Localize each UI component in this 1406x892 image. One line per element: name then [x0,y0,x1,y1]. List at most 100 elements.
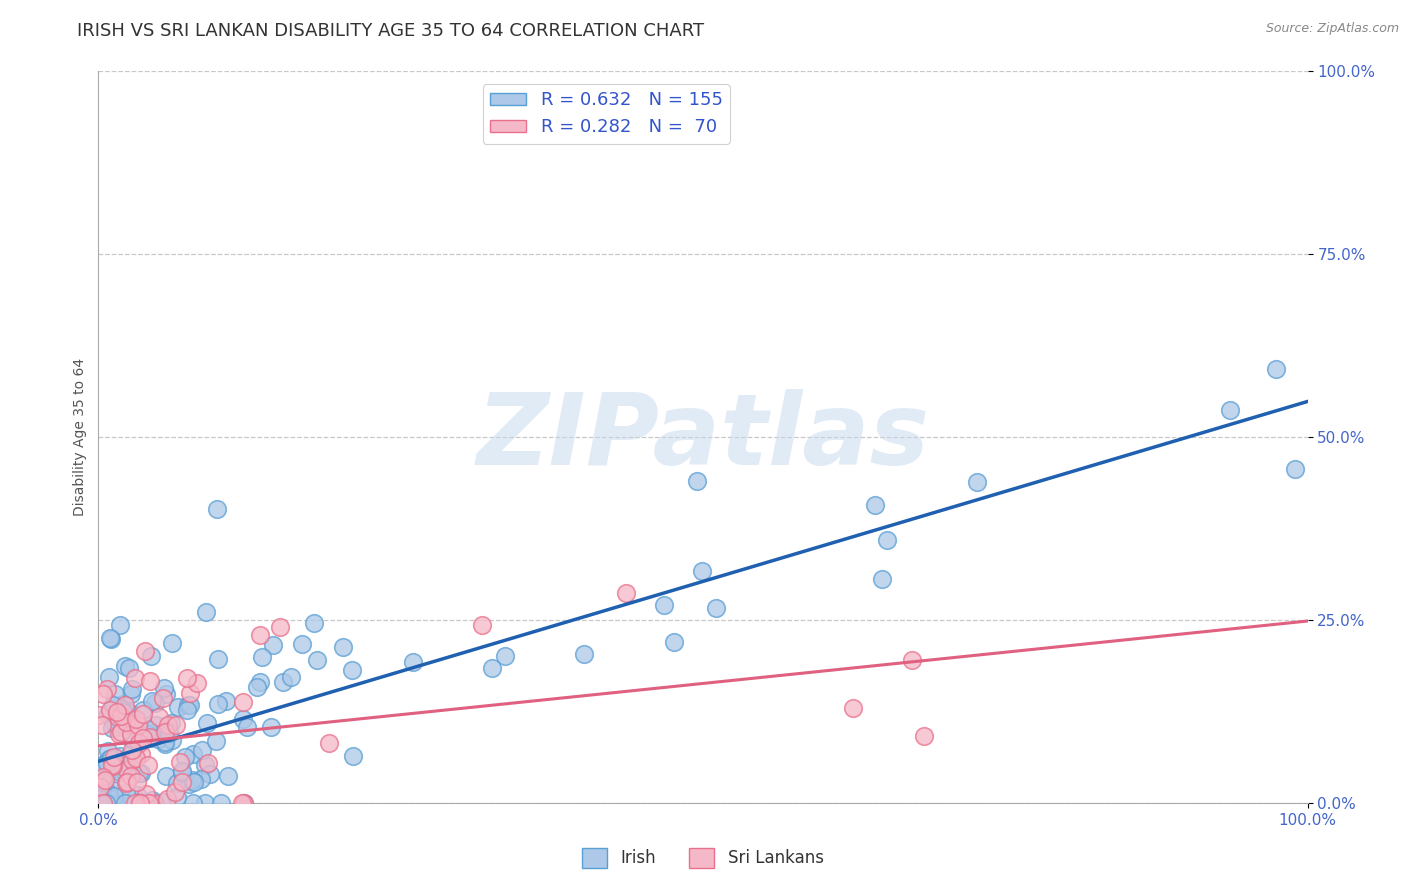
Point [96,785,118,799]
Point [129,796,152,810]
Point [686,474,709,488]
Point [125,788,148,802]
Point [160,732,183,747]
Point [114,659,136,673]
Point [155,687,177,701]
Point [117,713,139,727]
Point [98,670,121,684]
Point [148,710,170,724]
Point [120,769,142,783]
Point [115,763,138,777]
Point [120,727,142,741]
Legend: Irish, Sri Lankans: Irish, Sri Lankans [575,841,831,875]
Point [135,787,157,801]
Point [138,796,160,810]
Point [262,638,284,652]
Point [305,653,328,667]
Point [166,699,188,714]
Point [89,778,111,792]
Point [136,722,159,736]
Point [108,618,131,632]
Point [131,747,153,761]
Point [132,731,155,745]
Point [128,796,150,810]
Point [132,707,155,722]
Point [101,757,124,772]
Point [870,572,893,586]
Point [143,696,166,710]
Text: ZIPatlas: ZIPatlas [477,389,929,485]
Point [318,736,340,750]
Point [194,758,217,772]
Point [91,771,114,785]
Point [179,698,201,712]
Point [101,796,124,810]
Point [110,725,132,739]
Point [572,647,595,661]
Point [115,715,138,730]
Point [101,721,124,735]
Point [170,766,193,780]
Point [139,674,162,689]
Point [652,599,675,613]
Point [194,605,217,619]
Point [107,710,129,724]
Point [105,705,128,719]
Point [704,600,727,615]
Point [865,498,887,512]
Point [90,796,112,810]
Point [181,773,204,788]
Point [128,766,150,780]
Point [90,793,112,807]
Point [136,757,159,772]
Point [153,735,176,749]
Point [250,650,273,665]
Point [100,796,122,810]
Point [120,732,142,747]
Point [165,785,187,799]
Point [97,706,120,721]
Point [197,756,219,770]
Point [90,780,112,795]
Point [181,796,204,810]
Point [141,694,163,708]
Point [179,686,201,700]
Point [183,775,205,789]
Point [194,796,217,810]
Point [156,792,179,806]
Point [97,744,120,758]
Point [249,628,271,642]
Point [101,698,124,713]
Point [128,796,150,810]
Point [236,720,259,734]
Point [231,796,253,810]
Point [260,720,283,734]
Point [143,796,166,810]
Point [111,796,134,810]
Point [112,697,135,711]
Point [108,727,131,741]
Point [93,774,115,789]
Point [103,749,125,764]
Point [120,706,142,720]
Point [232,712,254,726]
Point [136,796,159,810]
Point [114,796,136,810]
Point [232,695,254,709]
Point [115,796,138,810]
Point [91,770,114,784]
Point [127,718,149,732]
Point [155,768,177,782]
Point [1264,362,1286,376]
Point [128,736,150,750]
Point [103,715,125,730]
Point [966,475,988,489]
Point [125,751,148,765]
Point [141,793,163,807]
Point [91,759,114,773]
Point [494,649,516,664]
Point [112,759,135,773]
Point [124,796,146,810]
Point [900,653,922,667]
Point [232,796,254,810]
